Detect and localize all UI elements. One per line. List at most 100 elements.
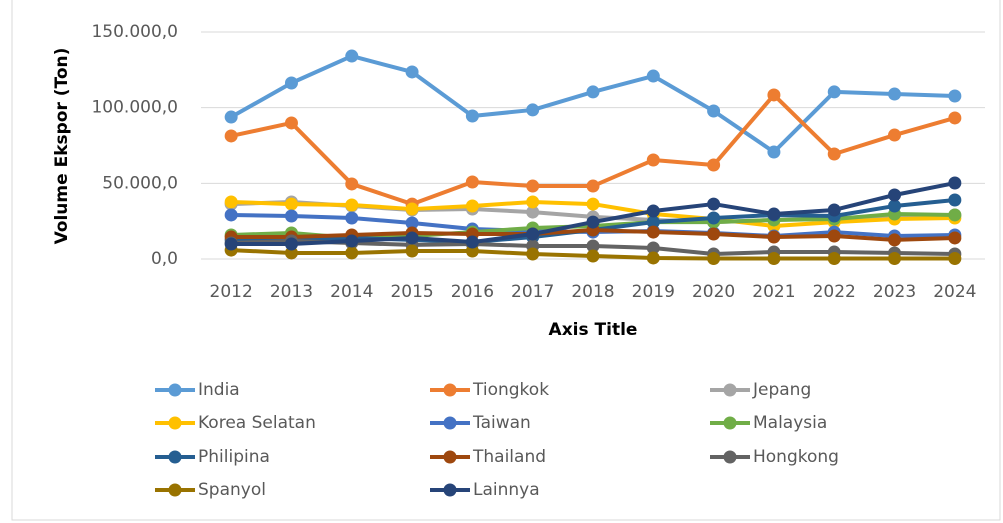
data-point	[707, 197, 721, 211]
data-point	[767, 207, 781, 221]
legend-marker	[723, 383, 737, 397]
x-tick-label: 2014	[330, 282, 373, 302]
data-point	[465, 199, 479, 213]
data-point	[888, 188, 902, 202]
data-point	[284, 76, 298, 90]
data-point	[345, 177, 359, 191]
data-point	[345, 211, 359, 225]
data-point	[948, 111, 962, 125]
legend-marker	[443, 383, 457, 397]
data-point	[284, 246, 298, 260]
y-tick-label: 150.000,0	[91, 22, 178, 42]
data-point	[767, 230, 781, 244]
data-point	[465, 109, 479, 123]
data-point	[284, 197, 298, 211]
data-point	[405, 231, 419, 245]
data-point	[586, 239, 600, 253]
data-point	[345, 246, 359, 260]
data-point	[646, 251, 660, 265]
x-tick-label: 2019	[632, 282, 675, 302]
x-tick-label: 2018	[571, 282, 614, 302]
legend-marker	[443, 483, 457, 497]
data-point	[284, 209, 298, 223]
x-tick-label: 2017	[511, 282, 554, 302]
data-point	[646, 241, 660, 255]
legend-label: Tiongkok	[472, 380, 549, 400]
data-point	[888, 199, 902, 213]
legend-label: Jepang	[752, 380, 811, 400]
data-point	[948, 252, 962, 266]
legend-label: Spanyol	[198, 480, 266, 500]
data-point	[827, 252, 841, 266]
data-point	[646, 225, 660, 239]
data-point	[284, 237, 298, 251]
data-point	[948, 176, 962, 190]
data-point	[405, 202, 419, 216]
x-tick-label: 2021	[752, 282, 795, 302]
x-tick-label: 2013	[270, 282, 313, 302]
x-tick-label: 2016	[451, 282, 494, 302]
data-point	[707, 104, 721, 118]
data-point	[948, 89, 962, 103]
data-point	[888, 252, 902, 266]
data-point	[646, 153, 660, 167]
legend-marker	[168, 383, 182, 397]
legend-label: Taiwan	[472, 413, 531, 433]
y-tick-label: 0,0	[151, 249, 178, 269]
data-point	[526, 195, 540, 209]
data-point	[405, 216, 419, 230]
data-point	[526, 179, 540, 193]
data-point	[646, 69, 660, 83]
data-point	[707, 158, 721, 172]
data-point	[646, 215, 660, 229]
legend-marker	[168, 416, 182, 430]
x-tick-label: 2022	[813, 282, 856, 302]
data-point	[767, 145, 781, 159]
x-tick-label: 2012	[210, 282, 253, 302]
legend-marker	[443, 416, 457, 430]
data-point	[827, 147, 841, 161]
data-point	[767, 88, 781, 102]
data-point	[707, 227, 721, 241]
y-tick-label: 100.000,0	[91, 98, 178, 118]
x-tick-label: 2024	[933, 282, 976, 302]
data-point	[224, 129, 238, 143]
data-point	[224, 110, 238, 124]
y-tick-label: 50.000,0	[102, 173, 178, 193]
data-point	[707, 252, 721, 266]
data-point	[586, 85, 600, 99]
data-point	[465, 175, 479, 189]
data-point	[284, 116, 298, 130]
legend-label: Malaysia	[753, 413, 827, 433]
data-point	[586, 215, 600, 229]
data-point	[465, 244, 479, 258]
data-point	[224, 195, 238, 209]
data-point	[767, 252, 781, 266]
data-point	[948, 193, 962, 207]
x-tick-label: 2015	[390, 282, 433, 302]
legend-marker	[168, 450, 182, 464]
x-tick-label: 2023	[873, 282, 916, 302]
data-point	[827, 85, 841, 99]
data-point	[948, 208, 962, 222]
data-point	[888, 233, 902, 247]
data-point	[526, 103, 540, 117]
data-point	[888, 87, 902, 101]
legend-label: Korea Selatan	[198, 413, 316, 433]
legend-marker	[723, 416, 737, 430]
legend-marker	[443, 450, 457, 464]
data-point	[827, 203, 841, 217]
y-axis-title: Volume Ekspor (Ton)	[52, 48, 72, 245]
legend-marker	[168, 483, 182, 497]
legend-label: Thailand	[472, 447, 546, 467]
legend-label: India	[198, 380, 240, 400]
x-axis-title: Axis Title	[549, 320, 638, 340]
data-point	[224, 237, 238, 251]
data-point	[586, 179, 600, 193]
data-point	[707, 211, 721, 225]
data-point	[526, 205, 540, 219]
data-point	[224, 208, 238, 222]
data-point	[586, 249, 600, 263]
data-point	[888, 128, 902, 142]
